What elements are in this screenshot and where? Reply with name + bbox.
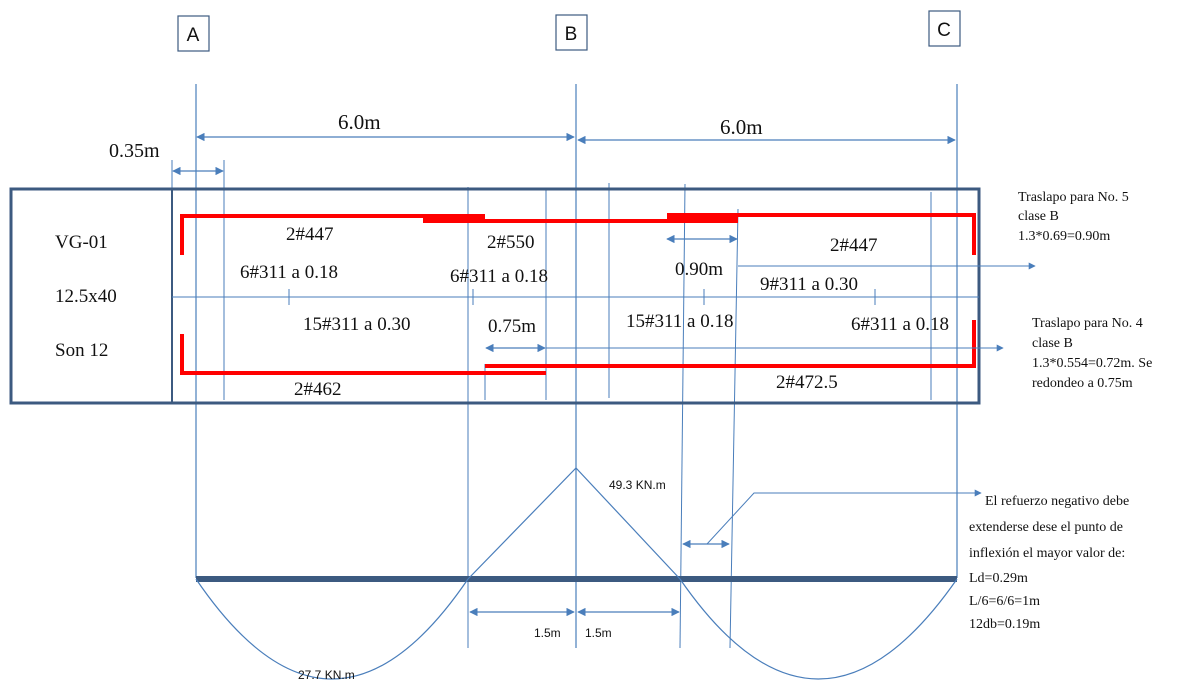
moment-curve-positive-ab: [195, 578, 469, 680]
axis-label-b: B: [555, 14, 588, 51]
beam-section: 12.5x40: [55, 286, 117, 307]
bar-label-top-mid: 2#550: [487, 232, 535, 253]
lap-dimension-top: 0.90m: [666, 234, 1036, 280]
negative-rebar-extension: [682, 489, 982, 549]
svg-text:6.0m: 6.0m: [720, 115, 763, 139]
svg-text:L/6=6/6=1m: L/6=6/6=1m: [969, 594, 1040, 609]
axis-label-a: A: [177, 15, 210, 52]
axis-label-c: C: [928, 10, 961, 47]
svg-text:1.3*0.69=0.90m: 1.3*0.69=0.90m: [1018, 229, 1110, 244]
dimension-support-width: 0.35m: [109, 140, 224, 176]
moment-label-negative: 49.3 KN.m: [609, 478, 666, 492]
dimension-span-bc: 6.0m: [577, 115, 956, 145]
svg-text:6.0m: 6.0m: [338, 110, 381, 134]
moment-diagram: 49.3 KN.m 27.7 KN.m: [195, 467, 958, 682]
svg-text:Ld=0.29m: Ld=0.29m: [969, 571, 1028, 586]
svg-text:inflexión el mayor valor de:: inflexión el mayor valor de:: [969, 546, 1125, 561]
svg-text:clase B: clase B: [1018, 209, 1059, 224]
moment-curve-positive-bc: [679, 578, 958, 680]
svg-text:Traslapo para No. 5: Traslapo para No. 5: [1018, 190, 1129, 205]
beam-id: VG-01: [55, 232, 108, 253]
beam-count: Son 12: [55, 340, 108, 361]
note-lap-no4: Traslapo para No. 4 clase B 1.3*0.554=0.…: [1032, 316, 1152, 391]
svg-text:0.75m: 0.75m: [488, 316, 536, 337]
svg-text:0.35m: 0.35m: [109, 140, 160, 162]
svg-text:El refuerzo negativo debe: El refuerzo negativo debe: [985, 494, 1129, 509]
dimension-span-ab: 6.0m: [196, 110, 575, 142]
bar-label-bottom-left: 2#462: [294, 379, 342, 400]
stirrup-label: 6#311 a 0.18: [851, 314, 949, 335]
stirrup-label: 15#311 a 0.18: [626, 311, 733, 332]
bar-label-top-right: 2#447: [830, 235, 878, 256]
note-negative-rebar: El refuerzo negativo debe extenderse des…: [969, 494, 1129, 632]
svg-text:redondeo a 0.75m: redondeo a 0.75m: [1032, 376, 1133, 391]
stirrup-label: 15#311 a 0.30: [303, 314, 410, 335]
stirrup-label: 6#311 a 0.18: [240, 262, 338, 283]
svg-text:0.90m: 0.90m: [675, 259, 723, 280]
bottom-rebar: [180, 320, 976, 375]
svg-text:1.3*0.554=0.72m. Se: 1.3*0.554=0.72m. Se: [1032, 356, 1152, 371]
svg-text:12db=0.19m: 12db=0.19m: [969, 617, 1040, 632]
lap-dimension-bottom: 0.75m: [485, 316, 1004, 353]
beam-centerline: [172, 289, 979, 305]
svg-text:Traslapo para No. 4: Traslapo para No. 4: [1032, 316, 1143, 331]
svg-text:B: B: [565, 24, 578, 45]
bar-label-top-left: 2#447: [286, 224, 334, 245]
stirrup-label: 6#311 a 0.18: [450, 266, 548, 287]
svg-text:1.5m: 1.5m: [585, 626, 612, 640]
svg-text:extenderse dese el punto de: extenderse dese el punto de: [969, 520, 1123, 535]
inflection-dimensions: 1.5m 1.5m: [469, 607, 680, 640]
svg-text:C: C: [937, 20, 951, 41]
moment-curve-negative: [467, 467, 681, 580]
bar-label-bottom-right: 2#472.5: [776, 372, 838, 393]
top-rebar: [180, 213, 976, 255]
svg-text:A: A: [187, 25, 200, 46]
svg-text:clase B: clase B: [1032, 336, 1073, 351]
moment-label-positive: 27.7 KN.m: [298, 668, 355, 682]
stirrup-label: 9#311 a 0.30: [760, 274, 858, 295]
svg-text:1.5m: 1.5m: [534, 626, 561, 640]
beam-outline: [9, 187, 981, 405]
note-lap-no5: Traslapo para No. 5 clase B 1.3*0.69=0.9…: [1018, 190, 1129, 244]
